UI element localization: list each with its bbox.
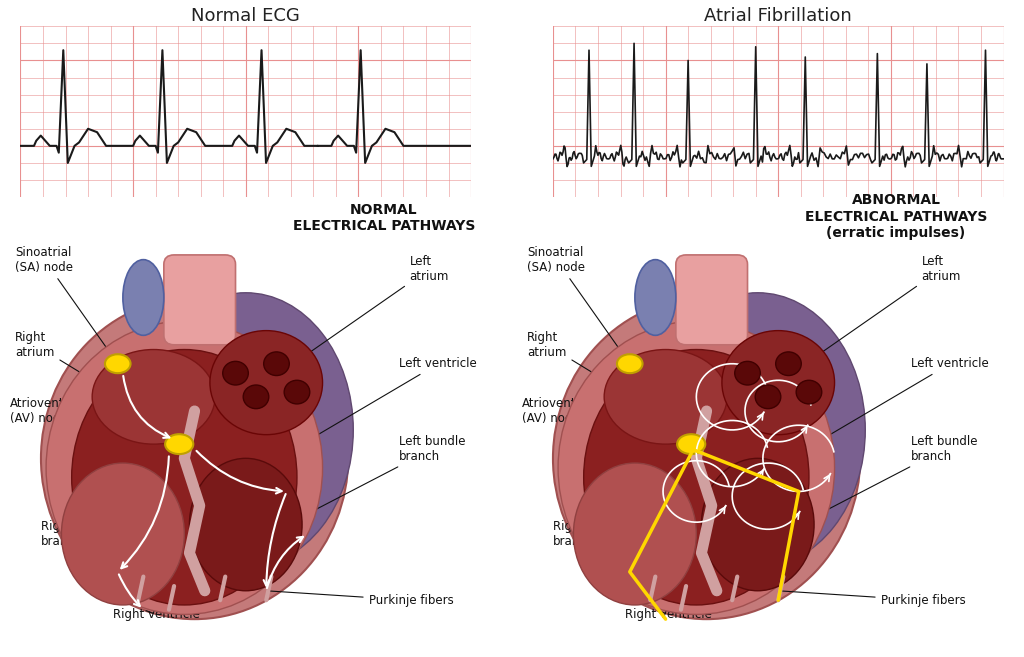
Ellipse shape <box>138 293 353 567</box>
Text: Atrioventricular
(AV) node: Atrioventricular (AV) node <box>10 397 176 443</box>
Circle shape <box>264 352 290 376</box>
Text: Sinoatrial
(SA) node: Sinoatrial (SA) node <box>527 246 628 361</box>
Circle shape <box>776 352 801 376</box>
Ellipse shape <box>210 330 323 435</box>
Text: Right ventricle: Right ventricle <box>113 608 200 621</box>
Text: NORMAL
ELECTRICAL PATHWAYS: NORMAL ELECTRICAL PATHWAYS <box>293 203 475 233</box>
Text: Purkinje fibers: Purkinje fibers <box>781 591 966 606</box>
Text: Purkinje fibers: Purkinje fibers <box>269 591 454 606</box>
Circle shape <box>735 361 760 385</box>
Ellipse shape <box>92 350 215 444</box>
Ellipse shape <box>189 459 302 591</box>
Title: Normal ECG: Normal ECG <box>191 7 300 25</box>
Ellipse shape <box>553 298 860 619</box>
Ellipse shape <box>105 354 131 373</box>
Text: Left
atrium: Left atrium <box>780 255 961 381</box>
FancyBboxPatch shape <box>164 255 236 345</box>
Ellipse shape <box>573 463 696 605</box>
Text: Right bundle
branch: Right bundle branch <box>41 520 121 570</box>
Circle shape <box>244 385 268 409</box>
Ellipse shape <box>701 459 814 591</box>
Ellipse shape <box>616 354 643 373</box>
Circle shape <box>756 385 780 409</box>
Text: Right ventricle: Right ventricle <box>625 608 712 621</box>
Text: Left
atrium: Left atrium <box>268 255 449 381</box>
Ellipse shape <box>72 350 297 605</box>
Ellipse shape <box>46 321 323 614</box>
Ellipse shape <box>558 321 835 614</box>
Ellipse shape <box>123 260 164 335</box>
FancyBboxPatch shape <box>676 255 748 345</box>
Ellipse shape <box>604 350 727 444</box>
Circle shape <box>285 380 310 404</box>
Text: Right bundle
branch: Right bundle branch <box>553 520 633 570</box>
Ellipse shape <box>61 463 184 605</box>
Ellipse shape <box>650 293 865 567</box>
Text: Left ventricle: Left ventricle <box>248 357 477 476</box>
Ellipse shape <box>635 260 676 335</box>
Ellipse shape <box>677 434 706 454</box>
Text: Right
atrium: Right atrium <box>527 330 653 409</box>
Text: Right
atrium: Right atrium <box>15 330 141 409</box>
Text: ABNORMAL
ELECTRICAL PATHWAYS
(erratic impulses): ABNORMAL ELECTRICAL PATHWAYS (erratic im… <box>805 193 987 240</box>
Circle shape <box>797 380 821 404</box>
Circle shape <box>223 361 249 385</box>
Ellipse shape <box>722 330 835 435</box>
Title: Atrial Fibrillation: Atrial Fibrillation <box>705 7 852 25</box>
Text: Atrioventricular
(AV) node: Atrioventricular (AV) node <box>522 397 688 443</box>
Text: Sinoatrial
(SA) node: Sinoatrial (SA) node <box>15 246 116 361</box>
Ellipse shape <box>41 298 348 619</box>
Text: Left ventricle: Left ventricle <box>760 357 989 476</box>
Text: Left bundle
branch: Left bundle branch <box>801 435 978 523</box>
Ellipse shape <box>165 434 194 454</box>
Text: Left bundle
branch: Left bundle branch <box>289 435 466 523</box>
Ellipse shape <box>584 350 809 605</box>
